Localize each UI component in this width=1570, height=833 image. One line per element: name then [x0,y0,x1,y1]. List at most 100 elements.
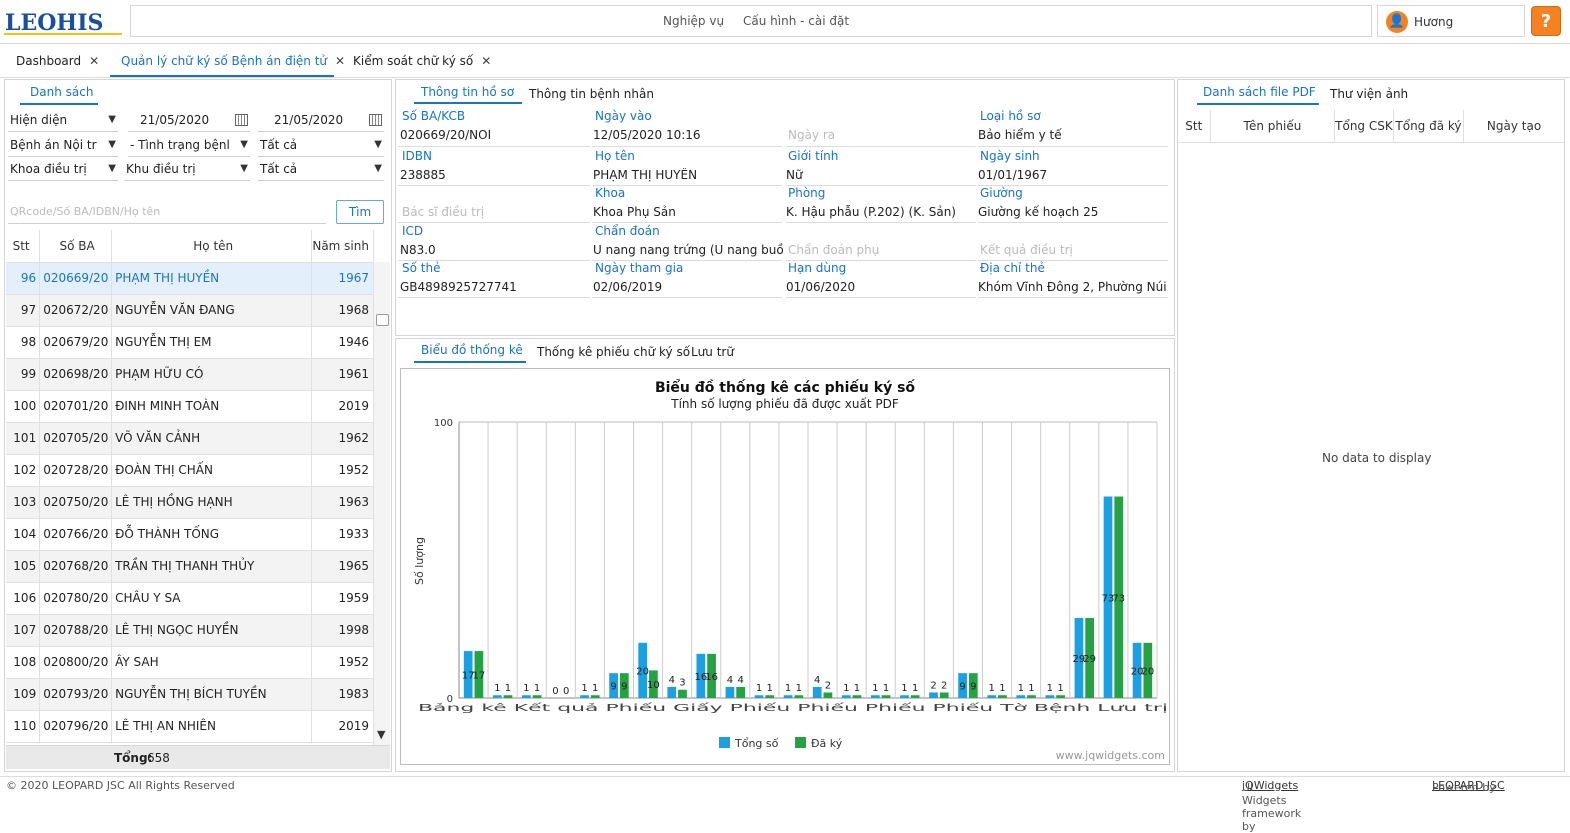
bar-da-ky[interactable] [852,695,862,698]
bar-tong-so[interactable] [958,673,967,698]
jqwidgets-link[interactable]: jQWidgets [1242,779,1299,792]
bar-da-ky[interactable] [1027,695,1036,698]
record-state-select[interactable]: - Tình trạng bệnl ▼ [128,135,250,157]
tab-dashboard[interactable]: Dashboard ✕ [16,54,99,68]
table-row[interactable]: 106 020780/20 CHÂU Y SA 1959 [6,582,374,615]
bar-tong-so[interactable] [725,686,735,698]
col-ho-ten[interactable]: Họ tên [111,230,313,263]
bar-da-ky[interactable] [736,686,746,698]
col-stt[interactable]: Stt [6,230,41,263]
calendar-icon[interactable] [369,114,382,126]
col-tong-csk[interactable]: Tổng CSK [1334,110,1394,143]
nav-nghiep-vu[interactable]: Nghiệp vụ [663,14,725,28]
bar-tong-so[interactable] [1016,695,1026,698]
bar-da-ky[interactable] [532,695,542,698]
tab-thong-tin-ho-so[interactable]: Thông tin hồ sơ [421,85,515,99]
search-button[interactable]: Tìm [336,200,384,224]
record-type-select[interactable]: Bệnh án Nội tr ▼ [8,135,118,157]
legend-da-ky[interactable]: Đã ký [811,737,843,750]
tab-thu-vien-anh[interactable]: Thư viện ảnh [1330,87,1409,101]
close-icon[interactable]: ✕ [481,54,492,68]
col-pdf-stt[interactable]: Stt [1178,110,1211,143]
user-menu[interactable]: 👤 Hương [1377,5,1525,37]
bar-tong-so[interactable] [841,695,851,698]
bar-tong-so[interactable] [870,695,880,698]
bar-da-ky[interactable] [1143,642,1153,698]
tab-danh-sach[interactable]: Danh sách [30,85,94,99]
table-row[interactable]: 105 020768/20 TRẦN THỊ THANH THỦY 1965 [6,550,374,583]
table-row[interactable]: 104 020766/20 ĐỖ THÀNH TỐNG 1933 [6,518,374,551]
date-to-input[interactable]: 21/05/2020 [258,110,384,132]
app-logo[interactable]: LEOHIS [4,6,126,38]
leopard-link[interactable]: LEOPARD JSC [1432,779,1505,792]
table-row[interactable]: 110 020796/20 LÊ THỊ AN NHIÊN 2019 [6,710,374,743]
col-so-ba[interactable]: Số BA [39,230,113,263]
bar-tong-so[interactable] [987,695,997,698]
col-tong-da-ky[interactable]: Tổng đã ký [1393,110,1465,143]
bar-da-ky[interactable] [474,651,484,698]
col-ngay-tao[interactable]: Ngày tạo [1463,110,1564,143]
bar-tong-so[interactable] [1132,642,1142,698]
table-row[interactable]: 99 020698/20 PHẠM HỮU CÓ 1961 [6,358,374,391]
tab-luu-tru[interactable]: Lưu trữ [691,345,734,359]
table-row[interactable]: 98 020679/20 NGUYỄN THỊ EM 1946 [6,326,374,359]
close-icon[interactable]: ✕ [89,54,100,68]
status-select[interactable]: Hiện diện ▼ [8,110,118,132]
tab-danh-sach-pdf[interactable]: Danh sách file PDF [1203,85,1316,99]
bar-tong-so[interactable] [521,695,531,698]
bar-da-ky[interactable] [881,695,891,698]
table-scrollbar[interactable]: ▼ [373,262,390,745]
area-all-select[interactable]: Tất cả ▼ [258,159,384,181]
bar-tong-so[interactable] [696,653,706,698]
bar-tong-so[interactable] [609,673,618,698]
bar-da-ky[interactable] [968,673,978,698]
department-select[interactable]: Khoa điều trị ▼ [8,159,118,181]
bar-tong-so[interactable] [1074,617,1084,698]
bar-tong-so[interactable] [812,686,822,698]
tab-thong-ke-phieu[interactable]: Thống kê phiếu chữ ký số [537,345,691,359]
chart-watermark[interactable]: www.jqwidgets.com [1056,749,1165,762]
bar-tong-so[interactable] [929,692,938,698]
bar-tong-so[interactable] [492,695,502,698]
bar-tong-so[interactable] [580,695,589,698]
bar-da-ky[interactable] [678,689,687,698]
tab-kiem-soat-chu-ky-so[interactable]: Kiểm soát chữ ký số ✕ [353,54,491,68]
legend-tong-so[interactable]: Tổng số [734,737,779,750]
bar-tong-so[interactable] [1045,695,1055,698]
bar-tong-so[interactable] [638,642,648,698]
bar-tong-so[interactable] [783,695,793,698]
table-row[interactable]: 96 020669/20 PHẠM THỊ HUYỀN 1967 [6,262,374,295]
bar-tong-so[interactable] [667,686,677,698]
scroll-thumb[interactable] [376,314,389,326]
bar-da-ky[interactable] [765,695,775,698]
bar-da-ky[interactable] [1085,617,1095,698]
chevron-down-icon[interactable]: ▼ [377,728,386,741]
bar-da-ky[interactable] [823,692,833,698]
bar-da-ky[interactable] [939,692,949,698]
bar-tong-so[interactable] [900,695,909,698]
state-all-select[interactable]: Tất cả ▼ [258,135,384,157]
tab-thong-tin-benh-nhan[interactable]: Thông tin bệnh nhân [529,87,654,101]
col-nam-sinh[interactable]: Năm sinh [311,230,374,263]
calendar-icon[interactable] [235,114,248,126]
date-from-input[interactable]: 21/05/2020 [128,110,250,132]
bar-da-ky[interactable] [794,695,804,698]
bar-da-ky[interactable] [998,695,1007,698]
bar-da-ky[interactable] [1056,695,1065,698]
area-select[interactable]: Khu điều trị ▼ [124,159,250,181]
table-row[interactable]: 103 020750/20 LÊ THỊ HỒNG HẠNH 1963 [6,486,374,519]
bar-tong-so[interactable] [1103,496,1113,698]
table-row[interactable]: 100 020701/20 ĐINH MINH TOÀN 2019 [6,390,374,423]
bar-da-ky[interactable] [619,673,629,698]
table-row[interactable]: 107 020788/20 LÊ THỊ NGỌC HUYỀN 1998 [6,614,374,647]
bar-da-ky[interactable] [590,695,600,698]
table-row[interactable]: 108 020800/20 ÂY SAH 1952 [6,646,374,679]
bar-da-ky[interactable] [1114,496,1124,698]
table-row[interactable]: 97 020672/20 NGUYỄN VĂN ĐANG 1968 [6,294,374,327]
tab-quan-ly-chu-ky-so[interactable]: Quản lý chữ ký số Bệnh án điện tử ✕ [121,54,345,68]
bar-tong-so[interactable] [463,651,473,698]
tab-bieu-do-thong-ke[interactable]: Biểu đồ thống kê [421,343,523,357]
bar-da-ky[interactable] [503,695,513,698]
nav-cau-hinh[interactable]: Cấu hình - cài đặt [743,14,850,28]
bar-da-ky[interactable] [910,695,920,698]
